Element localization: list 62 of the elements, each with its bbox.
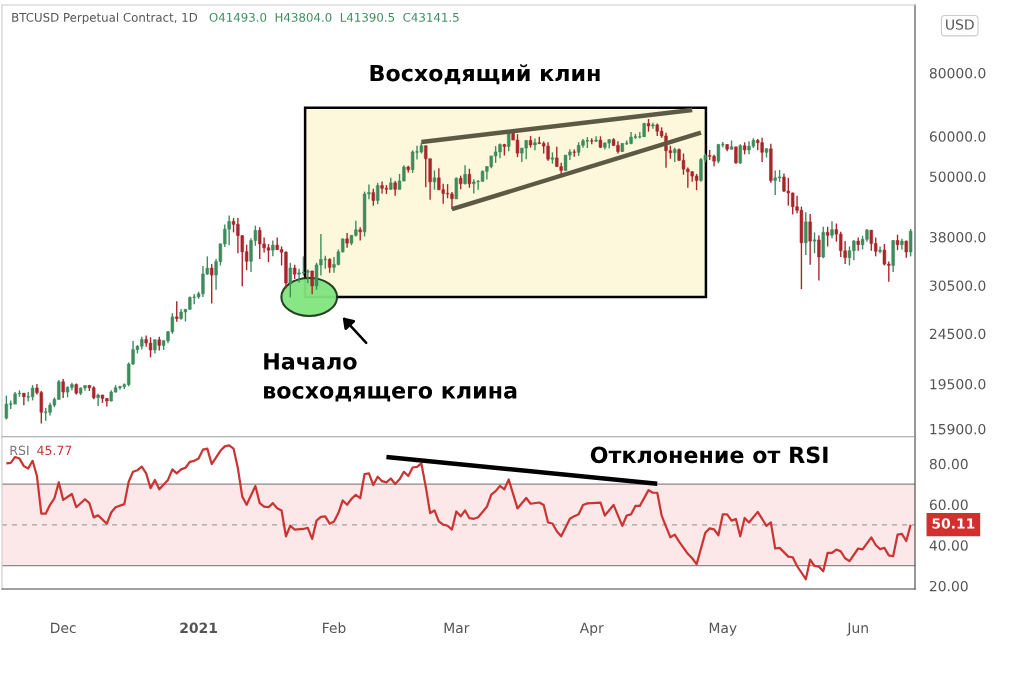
x-tick-label: Dec (51, 622, 76, 634)
y-tick-label: 19500.0 (930, 378, 986, 390)
candlestick (227, 214, 231, 246)
y-tick-label: 38000.0 (929, 231, 986, 243)
candlestick (463, 164, 467, 186)
candlestick (201, 265, 205, 298)
candlestick (96, 393, 100, 407)
candlestick (288, 262, 292, 298)
candlestick (22, 392, 26, 407)
candlestick (432, 169, 437, 191)
text: USD (946, 19, 974, 30)
annotation: 50.11 (932, 518, 975, 529)
x-tick-label: Apr (579, 622, 604, 636)
y-tick-label: 20.00 (929, 580, 968, 592)
candlestick (258, 226, 262, 260)
candlestick (812, 231, 817, 254)
candlestick (424, 145, 428, 189)
x-tick-label: May (709, 622, 737, 636)
candlestick (148, 336, 153, 359)
candlestick (524, 139, 528, 160)
y-tick-label: 40.00 (929, 540, 968, 551)
candlestick (738, 143, 742, 165)
candlestick (804, 211, 808, 256)
y-tick-label: 80000.0 (929, 67, 986, 79)
candlestick (825, 226, 830, 248)
candlestick (310, 270, 314, 295)
candlestick (808, 213, 812, 266)
annotation: O41493.0 H43804.0 L41390.5 C43141.5 (209, 12, 459, 22)
candlestick (61, 378, 65, 399)
x-tick-label: Mar (444, 622, 470, 634)
candlestick (175, 300, 179, 323)
y-tick-label: 24500.0 (929, 328, 986, 340)
annotation: Отклонение от RSI (590, 446, 828, 464)
candlestick (908, 228, 913, 258)
y-tick-label: 80.00 (929, 458, 968, 470)
candlestick (297, 268, 301, 284)
candlestick (467, 168, 472, 189)
text: Восходящий клин (370, 64, 600, 85)
candlestick (699, 157, 703, 183)
annotation: 45.77 (37, 445, 72, 456)
y-tick-label: 50000.0 (929, 171, 986, 182)
candlestick (817, 234, 821, 282)
candlestick (380, 180, 384, 195)
candlestick (301, 255, 306, 277)
candlestick (410, 149, 415, 174)
x-tick-label: Feb (323, 622, 346, 634)
candlestick (210, 263, 214, 305)
series-label: RSI (10, 445, 29, 456)
y-tick-label: 30500.0 (929, 280, 986, 291)
x-tick-label: Jun (846, 622, 868, 636)
candlestick (345, 232, 349, 249)
candlestick (515, 133, 520, 158)
y-tick-label: 60000.0 (929, 131, 986, 142)
line-series (5, 444, 912, 581)
candlestick (546, 141, 550, 162)
y-tick-label: 60.00 (929, 499, 968, 511)
candlestick (376, 182, 380, 205)
x-tick-label: 2021 (180, 622, 217, 634)
annotation: BTCUSD Perpetual Contract, 1D (12, 12, 198, 25)
candlestick (760, 137, 764, 163)
annotation: Начало восходящего клина (264, 353, 517, 402)
y-tick-label: 15900.0 (930, 423, 986, 435)
